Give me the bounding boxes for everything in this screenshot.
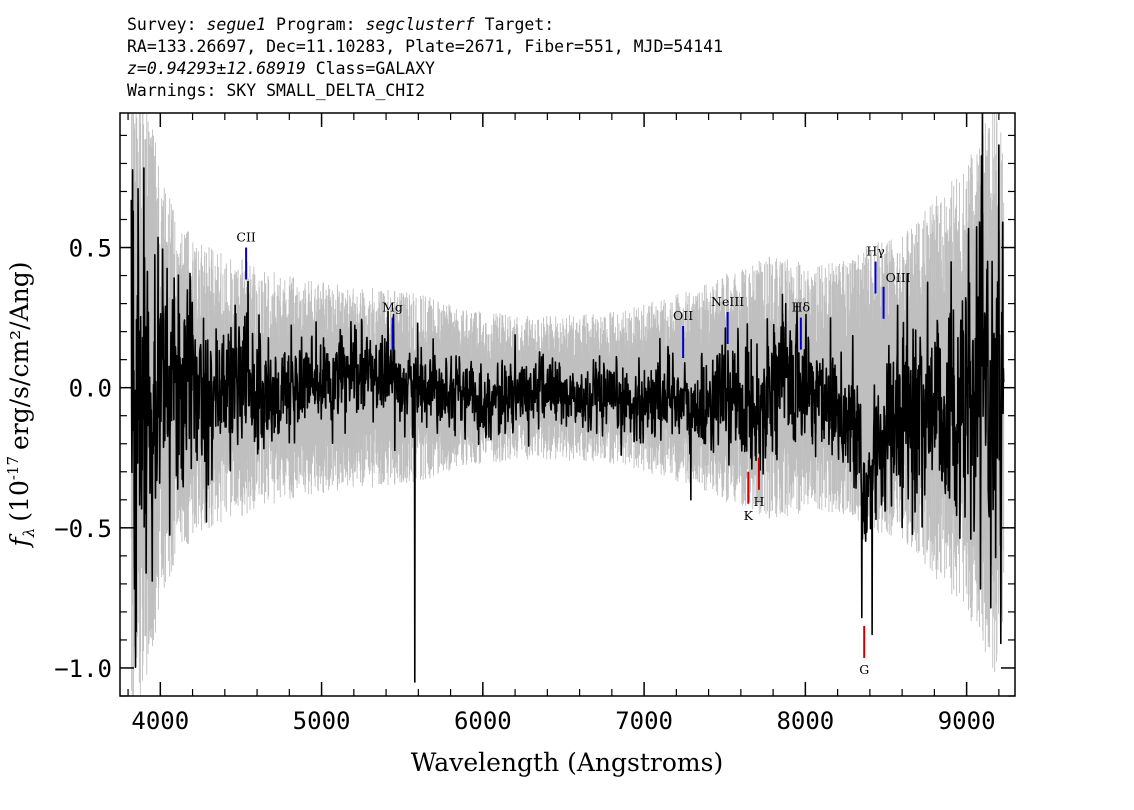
redshift-value: z=0.94293±12.68919	[127, 59, 306, 78]
flux-series	[130, 113, 1005, 683]
flux-line	[130, 113, 1005, 683]
x-axis-title: Wavelength (Angstroms)	[411, 748, 723, 777]
y-axis-title: fλ (10-17 erg/s/cm²/Ang)	[4, 261, 38, 548]
y-axis-title-exp: -17	[4, 456, 22, 480]
y-tick-label: 0.0	[69, 375, 112, 403]
spectrum-header: Survey: segue1 Program: segclusterf Targ…	[127, 14, 723, 102]
marker-label-neiii: NeIII	[711, 294, 744, 309]
marker-label-mg: Mg	[382, 300, 403, 315]
x-tick-label: 4000	[131, 707, 189, 735]
x-tick-label: 9000	[938, 707, 996, 735]
plot-frame	[119, 112, 1016, 697]
marker-label-cii: CII	[236, 230, 256, 245]
x-tick-label: 8000	[776, 707, 834, 735]
x-tick-label: 5000	[293, 707, 351, 735]
header-line-2: RA=133.26697, Dec=11.10283, Plate=2671, …	[127, 37, 724, 56]
y-axis-title-units: erg/s/cm²/Ang)	[5, 261, 34, 450]
x-tick-label: 6000	[454, 707, 512, 735]
marker-label-oiii: OIII	[886, 270, 911, 285]
marker-label-oii: OII	[673, 308, 693, 323]
header-line-1: Survey: segue1 Program: segclusterf Targ…	[127, 14, 723, 36]
header-line-3: z=0.94293±12.68919 Class=GALAXY	[127, 58, 723, 80]
y-tick-label: −0.5	[54, 515, 112, 543]
axis-ticks: 4000 5000 6000 7000 8000 9000 −1.0 −0.5 0.0 0.5	[54, 113, 1015, 735]
marker-label-h: Hδ	[792, 300, 810, 315]
y-axis-title-f: f	[5, 534, 34, 549]
target-label: Target:	[484, 15, 555, 34]
marker-label-h: Hγ	[866, 244, 884, 259]
program-label: Program:	[276, 15, 356, 34]
survey-label: Survey:	[127, 15, 197, 34]
marker-label-g: G	[859, 662, 869, 677]
class-value: Class=GALAXY	[315, 59, 435, 78]
marker-label-h: H	[753, 494, 764, 509]
y-tick-label: −1.0	[54, 655, 112, 683]
survey-value: segue1	[206, 15, 267, 34]
header-line-4: Warnings: SKY SMALL_DELTA_CHI2	[127, 81, 426, 100]
y-axis-title-sub: λ	[20, 528, 38, 539]
marker-label-k: K	[744, 508, 754, 523]
y-tick-label: 0.5	[69, 235, 112, 263]
x-tick-label: 7000	[615, 707, 673, 735]
y-axis-title-rest: (10	[5, 480, 34, 522]
program-value: segclusterf	[365, 15, 475, 34]
